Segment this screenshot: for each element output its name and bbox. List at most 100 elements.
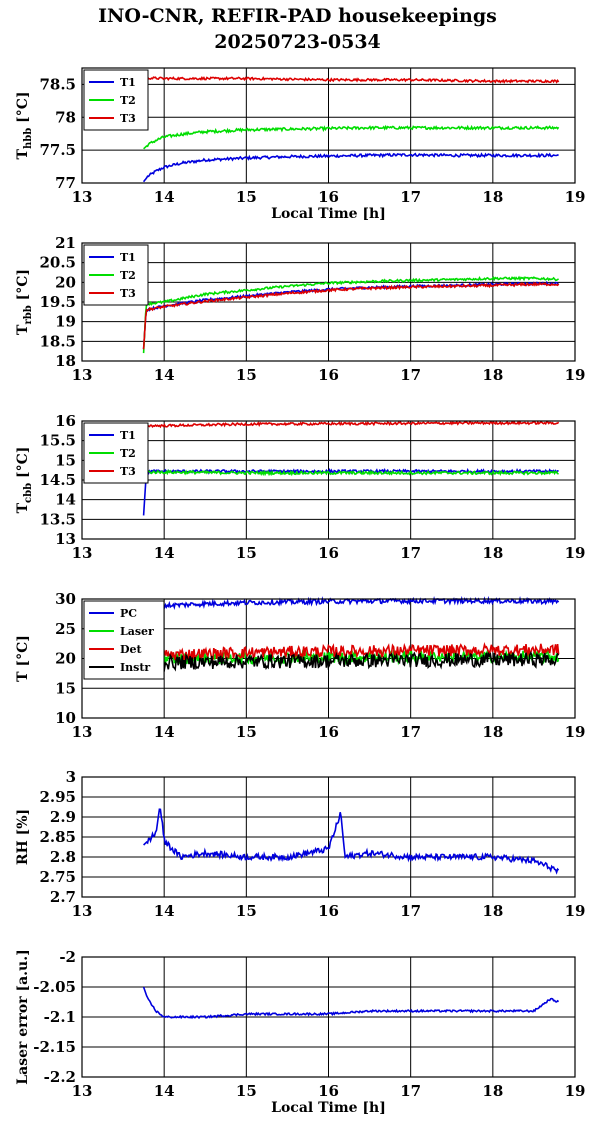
x-tick-label: 19 bbox=[565, 902, 586, 920]
chart-panel-4: 10 15 20 25 30 13 14 15 16 17 18 19 T [°C] PC Laser Det… bbox=[15, 590, 585, 741]
y-tick-label: 18.5 bbox=[39, 332, 76, 350]
series-line-instr bbox=[143, 650, 560, 672]
plot-frame bbox=[81, 67, 576, 184]
y-tick-label: 25 bbox=[55, 620, 76, 638]
y-tick-label: 14.5 bbox=[39, 471, 76, 489]
series-line-t1 bbox=[142, 152, 559, 183]
chart-panel-6: -2.2 -2.15 -2.1 -2.05 -2 13 14 15 16 17 18 19 Local … bbox=[15, 948, 585, 1116]
legend-label: T1 bbox=[120, 429, 136, 442]
legend-label: Instr bbox=[120, 661, 150, 674]
y-tick-label: -2 bbox=[59, 948, 76, 966]
series-line-t1 bbox=[142, 467, 559, 516]
legend-label: T1 bbox=[120, 251, 136, 264]
x-tick-label: 17 bbox=[400, 902, 421, 920]
x-tick-label: 15 bbox=[236, 188, 257, 206]
y-tick-label: 10 bbox=[55, 709, 76, 727]
legend-label: Det bbox=[120, 643, 143, 656]
x-tick-label: 18 bbox=[482, 366, 503, 384]
x-tick-label: 15 bbox=[236, 902, 257, 920]
x-tick-label: 19 bbox=[565, 1082, 586, 1100]
legend-label: PC bbox=[120, 607, 137, 620]
x-tick-label: 17 bbox=[400, 366, 421, 384]
plot-frame bbox=[81, 242, 576, 362]
y-tick-label: 14 bbox=[55, 491, 76, 509]
legend: T1 T2 T3 bbox=[83, 422, 149, 484]
series-line-t3 bbox=[143, 75, 560, 84]
x-tick-label: 18 bbox=[482, 1082, 503, 1100]
y-tick-label: -2.1 bbox=[44, 1008, 76, 1026]
x-tick-label: 18 bbox=[482, 188, 503, 206]
y-tick-label: 15.5 bbox=[39, 432, 76, 450]
y-tick-label: 78.5 bbox=[39, 75, 76, 93]
y-tick-label: 21 bbox=[55, 234, 76, 252]
x-tick-label: 15 bbox=[236, 366, 257, 384]
series-line-t3 bbox=[142, 281, 560, 350]
plot-frame bbox=[81, 598, 576, 719]
y-axis-label: T [°C] bbox=[15, 635, 31, 682]
series-line-t2 bbox=[143, 124, 560, 150]
y-tick-label: 2.8 bbox=[50, 848, 76, 866]
y-tick-label: 19.5 bbox=[39, 293, 76, 311]
series-line-pc bbox=[143, 595, 560, 612]
x-tick-label: 13 bbox=[72, 188, 93, 206]
y-tick-label: 15 bbox=[55, 679, 76, 697]
y-axis-label: Trbb [°C] bbox=[15, 269, 34, 335]
x-tick-label: 16 bbox=[318, 902, 339, 920]
chart-panel-1: 77 77.5 78 78.5 13 14 15 16 17 18 19 Local Time [h]… bbox=[15, 67, 586, 222]
y-tick-label: -2.2 bbox=[44, 1068, 76, 1086]
y-tick-label: 2.9 bbox=[50, 808, 76, 826]
x-axis-label: Local Time [h] bbox=[271, 1100, 386, 1116]
legend-label: T1 bbox=[120, 76, 136, 89]
legend: T1 T2 T3 bbox=[83, 69, 149, 131]
y-axis-label: RH [%] bbox=[15, 809, 31, 865]
x-tick-label: 16 bbox=[318, 1082, 339, 1100]
chart-panel-5: 2.7 2.75 2.8 2.85 2.9 2.95 3 13 14 15 16 17 18 19 RH [… bbox=[15, 768, 585, 920]
x-tick-label: 16 bbox=[318, 544, 339, 562]
x-tick-label: 14 bbox=[154, 1082, 175, 1100]
y-tick-label: 2.95 bbox=[39, 788, 76, 806]
y-axis-label: Tcbb [°C] bbox=[15, 447, 34, 514]
x-tick-label: 15 bbox=[236, 544, 257, 562]
y-tick-label: -2.05 bbox=[33, 978, 76, 996]
x-tick-label: 13 bbox=[72, 366, 93, 384]
series-line-data bbox=[142, 986, 560, 1020]
x-tick-label: 18 bbox=[482, 723, 503, 741]
y-tick-label: 2.75 bbox=[39, 868, 76, 886]
x-tick-label: 17 bbox=[400, 1082, 421, 1100]
y-tick-label: 77.5 bbox=[39, 141, 76, 159]
legend: T1 T2 T3 bbox=[83, 244, 149, 306]
x-tick-label: 13 bbox=[72, 1082, 93, 1100]
x-tick-label: 13 bbox=[72, 902, 93, 920]
x-tick-label: 17 bbox=[400, 544, 421, 562]
x-tick-label: 14 bbox=[154, 723, 175, 741]
y-axis-label: Thbb [°C] bbox=[15, 92, 34, 160]
plot-frame bbox=[81, 420, 576, 540]
y-tick-label: 2.7 bbox=[50, 888, 76, 906]
x-tick-label: 19 bbox=[565, 723, 586, 741]
y-tick-label: 20.5 bbox=[39, 254, 76, 272]
y-tick-label: 15 bbox=[55, 451, 76, 469]
y-tick-label: 16 bbox=[55, 412, 76, 430]
y-tick-label: 20 bbox=[55, 273, 76, 291]
y-tick-label: 18 bbox=[55, 352, 76, 370]
x-tick-label: 19 bbox=[565, 188, 586, 206]
x-tick-label: 14 bbox=[154, 188, 175, 206]
x-tick-label: 13 bbox=[72, 544, 93, 562]
legend-label: T3 bbox=[120, 465, 136, 478]
legend: PC Laser Det Instr bbox=[83, 600, 165, 680]
x-tick-label: 18 bbox=[482, 544, 503, 562]
chart-title-line2: 20250723-0534 bbox=[214, 31, 381, 53]
x-tick-label: 18 bbox=[482, 902, 503, 920]
series-line-t3 bbox=[143, 420, 560, 429]
x-tick-label: 14 bbox=[154, 366, 175, 384]
y-tick-label: -2.15 bbox=[33, 1038, 76, 1056]
series-line-data bbox=[143, 808, 560, 875]
x-tick-label: 13 bbox=[72, 723, 93, 741]
x-tick-label: 19 bbox=[565, 366, 586, 384]
legend-label: T2 bbox=[120, 94, 136, 107]
y-tick-label: 78 bbox=[55, 108, 76, 126]
legend-label: T2 bbox=[120, 269, 136, 282]
legend-label: T3 bbox=[120, 287, 136, 300]
